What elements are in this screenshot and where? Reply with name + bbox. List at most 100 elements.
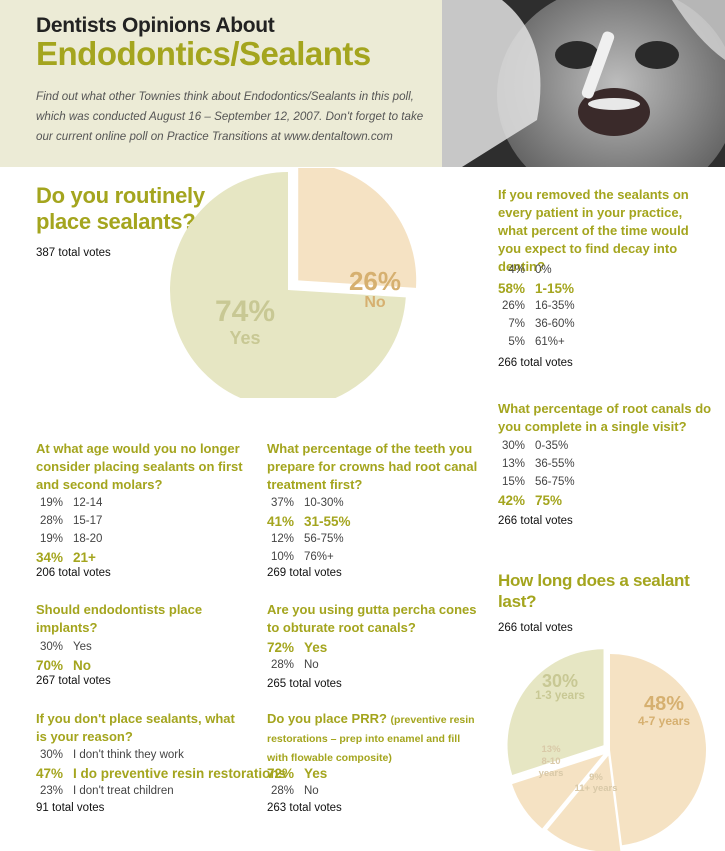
option-label: 31-55% (304, 513, 351, 529)
option-percent: 41% (267, 513, 295, 529)
option-label: I do preventive resin restorations (73, 765, 287, 781)
option-row: 23% I don't treat children (36, 782, 286, 800)
pie2-slice2-label: 4-7 years (637, 714, 691, 728)
implants-options: 30% Yes 70% No (36, 638, 92, 674)
option-percent: 13% (501, 458, 525, 470)
option-percent: 37% (270, 497, 294, 509)
option-label: No (73, 657, 91, 673)
option-row: 30% Yes (36, 638, 92, 656)
option-percent: 23% (39, 785, 63, 797)
title-line2: Endodontics/Sealants (36, 35, 371, 72)
option-percent: 30% (39, 749, 63, 761)
option-percent: 4% (508, 264, 525, 276)
option-percent: 5% (508, 336, 525, 348)
single-visit-question-title: What percentage of root canals do you co… (498, 401, 712, 434)
prr-title-note: (preventive resin restorations – prep in… (267, 714, 475, 764)
option-label: 56-75% (535, 476, 575, 488)
option-label: 61%+ (535, 336, 565, 348)
option-row: 28% No (267, 782, 327, 800)
option-percent: 72% (267, 639, 295, 655)
pie-slice-4-7-years (610, 654, 706, 846)
prr-options: 72% Yes 28% No (267, 764, 327, 800)
option-row: 72% Yes (267, 764, 327, 782)
option-percent: 26% (501, 300, 525, 312)
age-options: 19% 12-14 28% 15-17 19% 18-20 34% 21+ (36, 494, 102, 566)
prr-total-votes: 263 total votes (267, 802, 342, 814)
option-percent: 12% (270, 533, 294, 545)
single-visit-options: 30% 0-35% 13% 36-55% 15% 56-75% 42% 75% (498, 437, 575, 509)
option-label: 75% (535, 492, 563, 508)
sealant-total-votes: 387 total votes (36, 247, 111, 259)
gutta-percha-total-votes: 265 total votes (267, 678, 342, 690)
lifespan-total-votes: 266 total votes (498, 622, 573, 634)
option-percent: 58% (498, 280, 526, 296)
option-label: 21+ (73, 549, 96, 565)
option-percent: 30% (501, 440, 525, 452)
option-label: Yes (73, 641, 92, 653)
option-row: 72% Yes (267, 638, 327, 656)
option-row: 5% 61%+ (498, 333, 575, 351)
decay-total-votes: 266 total votes (498, 357, 573, 369)
pie-slice-1-3-years (507, 649, 604, 775)
option-row: 70% No (36, 656, 92, 674)
option-row: 41% 31-55% (267, 512, 351, 530)
crowns-total-votes: 269 total votes (267, 567, 342, 579)
option-label: Yes (304, 639, 328, 655)
decay-question-title: If you removed the sealants on every pat… (498, 187, 689, 274)
option-label: 15-17 (73, 515, 103, 527)
implants-total-votes: 267 total votes (36, 675, 111, 687)
pie1-yes-label: Yes (229, 328, 261, 348)
sealant-question-title: Do you routinely place sealants? (36, 183, 205, 234)
option-label: 36-60% (535, 318, 575, 330)
pie-slice-11-years (512, 754, 604, 829)
pie2-slice1-label: 1-3 years (535, 690, 585, 702)
option-percent: 28% (39, 515, 63, 527)
option-label: 1-15% (535, 280, 575, 296)
lifespan-question-title: How long does a sealant last? (498, 571, 690, 611)
age-total-votes: 206 total votes (36, 567, 111, 579)
option-row: 12% 56-75% (267, 530, 351, 548)
reason-question-title: If you don't place sealants, what is you… (36, 711, 235, 744)
option-row: 30% 0-35% (498, 437, 575, 455)
pie2-slice1-value: 30% (541, 671, 579, 691)
option-label: 76%+ (304, 551, 334, 563)
option-row: 19% 12-14 (36, 494, 102, 512)
option-label: 36-55% (535, 458, 575, 470)
option-row: 19% 18-20 (36, 530, 102, 548)
crowns-question-title: What percentage of the teeth you prepare… (267, 441, 478, 492)
reason-options: 30% I don't think they work 47% I do preven… (36, 746, 286, 800)
pie2-slice3-value: 13% (541, 744, 561, 755)
option-row: 30% I don't think they work (36, 746, 286, 764)
option-row: 28% No (267, 656, 327, 674)
option-label: No (304, 659, 319, 671)
gutta-percha-question-title: Are you using gutta percha cones to obtu… (267, 602, 477, 635)
option-row: 4% 0% (498, 261, 575, 279)
option-label: 16-35% (535, 300, 575, 312)
pie2-slice3-label: 8-10 years (538, 756, 564, 779)
option-percent: 70% (36, 657, 64, 673)
sealant-pie-chart (170, 168, 417, 398)
option-percent: 15% (501, 476, 525, 488)
lifespan-pie-chart (507, 649, 706, 851)
pie2-slice4: 9% 11+ years (574, 772, 618, 794)
option-percent: 19% (39, 533, 63, 545)
option-label: 0-35% (535, 440, 569, 452)
pie1-no-label: No (364, 294, 386, 311)
option-label: I don't think they work (73, 749, 184, 761)
title-line1: Dentists Opinions About (36, 14, 275, 37)
option-percent: 28% (270, 659, 294, 671)
implants-question-title: Should endodontists place implants? (36, 602, 203, 635)
age-question-title: At what age would you no longer consider… (36, 441, 243, 492)
pie2-slice4-value: 9% (589, 772, 603, 783)
option-percent: 28% (270, 785, 294, 797)
option-row: 13% 36-55% (498, 455, 575, 473)
option-label: 18-20 (73, 533, 103, 545)
option-percent: 34% (36, 549, 64, 565)
option-label: 56-75% (304, 533, 344, 545)
option-row: 42% 75% (498, 491, 575, 509)
option-row: 58% 1-15% (498, 279, 575, 297)
option-row: 7% 36-60% (498, 315, 575, 333)
option-label: 10-30% (304, 497, 344, 509)
single-visit-total-votes: 266 total votes (498, 515, 573, 527)
option-percent: 7% (508, 318, 525, 330)
